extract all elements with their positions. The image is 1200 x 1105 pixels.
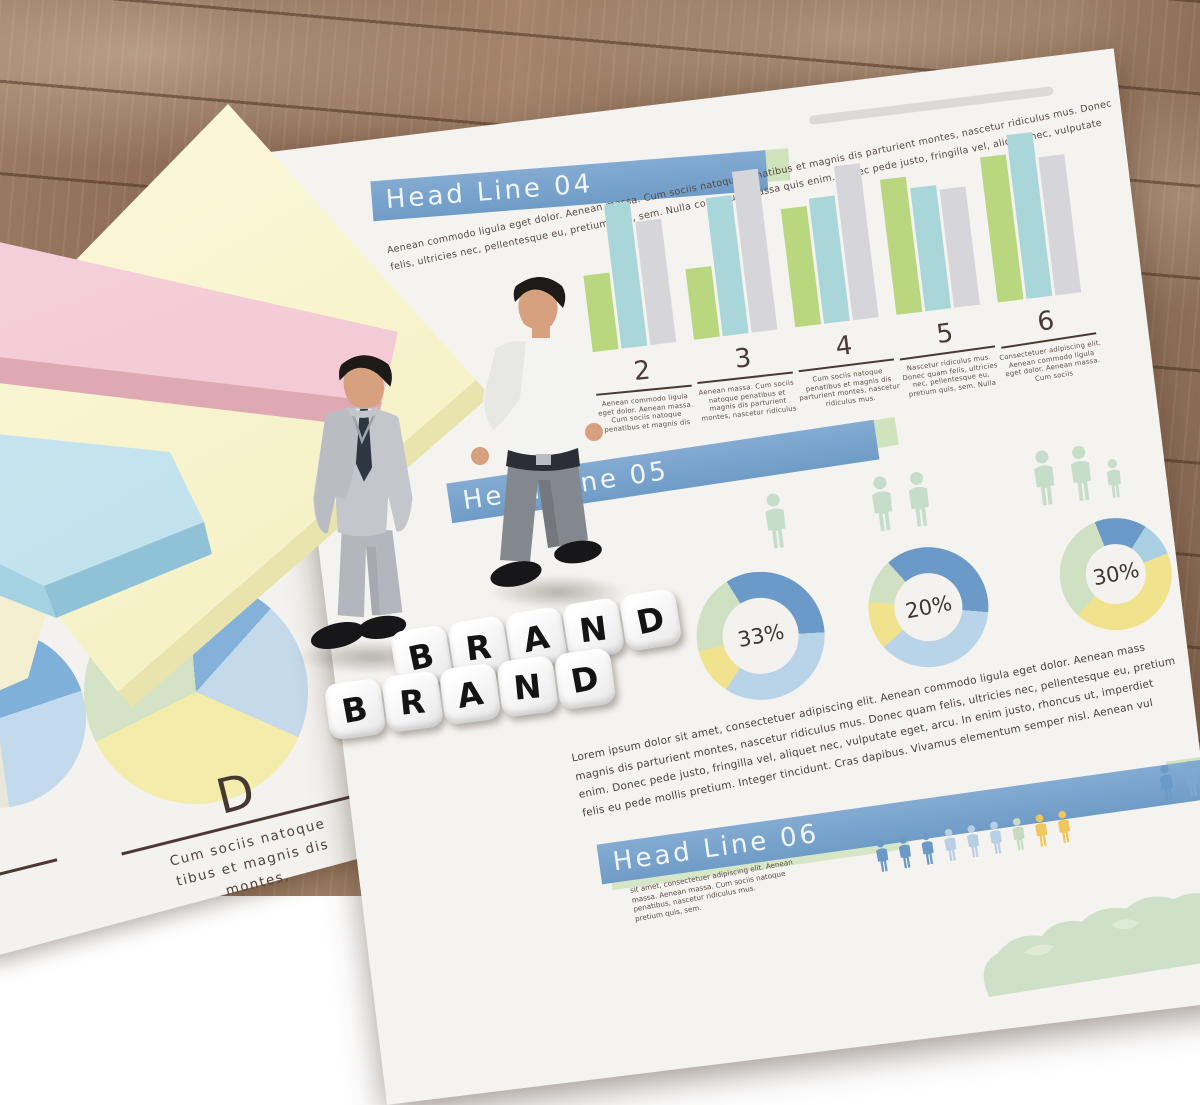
donut-chart: 30% [1053,511,1179,637]
die-letter: N [577,607,610,650]
person-icon [755,489,796,553]
donut-chart: 33% [689,564,832,708]
die-letter: N [511,665,544,708]
bar-group [879,169,984,315]
item-number: 5 [934,318,956,351]
businessman-figurine-suit [310,355,413,649]
item-text: Aenean massa. Cum sociis natoque penatib… [698,378,797,423]
numbered-item: 4 Cum sociis natoque penatibus et magnis … [790,325,902,412]
bar-group [776,163,882,328]
person-icon [1100,456,1129,501]
die-letter: B [339,687,371,731]
person-icon [983,815,1010,862]
die-letter: D [633,597,669,642]
person-icon [937,822,964,869]
die-letter: A [453,672,487,716]
donut-person-group [862,468,940,536]
person-icon [1061,442,1102,506]
person-icon [862,472,903,536]
numbered-item: 5 Nascetur ridiculus mus. Donec quam feli… [891,312,1004,400]
letter-die: B [323,677,387,741]
item-text: Nascetur ridiculus mus. Donec quam felis… [902,353,999,399]
item-number: 6 [1035,305,1057,338]
bar-group [978,128,1085,303]
person-icon [960,818,987,865]
letter-die: N [496,655,559,718]
person-icon [915,825,942,872]
person-icon [899,468,940,532]
bar-group [674,168,781,340]
letter-die: A [438,662,502,726]
die-letter: A [519,616,553,660]
person-icon [1028,807,1055,854]
letter-die: R [381,670,444,733]
person-icon [1024,446,1065,510]
letter-die: D [553,647,617,711]
donut-person-group [1024,438,1129,509]
die-letter: D [567,657,603,701]
letter-die: D [618,587,683,652]
item-text: Cum sociis natoque penatibus et magnis d… [798,366,901,408]
numbered-item: 3 Aenean massa. Cum sociis natoque penati… [690,338,802,423]
numbered-item: 6 Consectetuer adipiscing elit. Aenean co… [992,299,1106,388]
person-icon [869,833,896,880]
person-icon [1177,755,1200,804]
donut-person-group [755,489,796,553]
people-pictogram-pair [1152,755,1200,808]
die-letter: R [397,680,428,723]
die-letter: R [463,626,494,668]
businessman-figurine-shirt [471,277,603,587]
person-icon [1005,811,1032,858]
person-icon [892,829,919,876]
donut-chart: 20% [861,540,996,675]
